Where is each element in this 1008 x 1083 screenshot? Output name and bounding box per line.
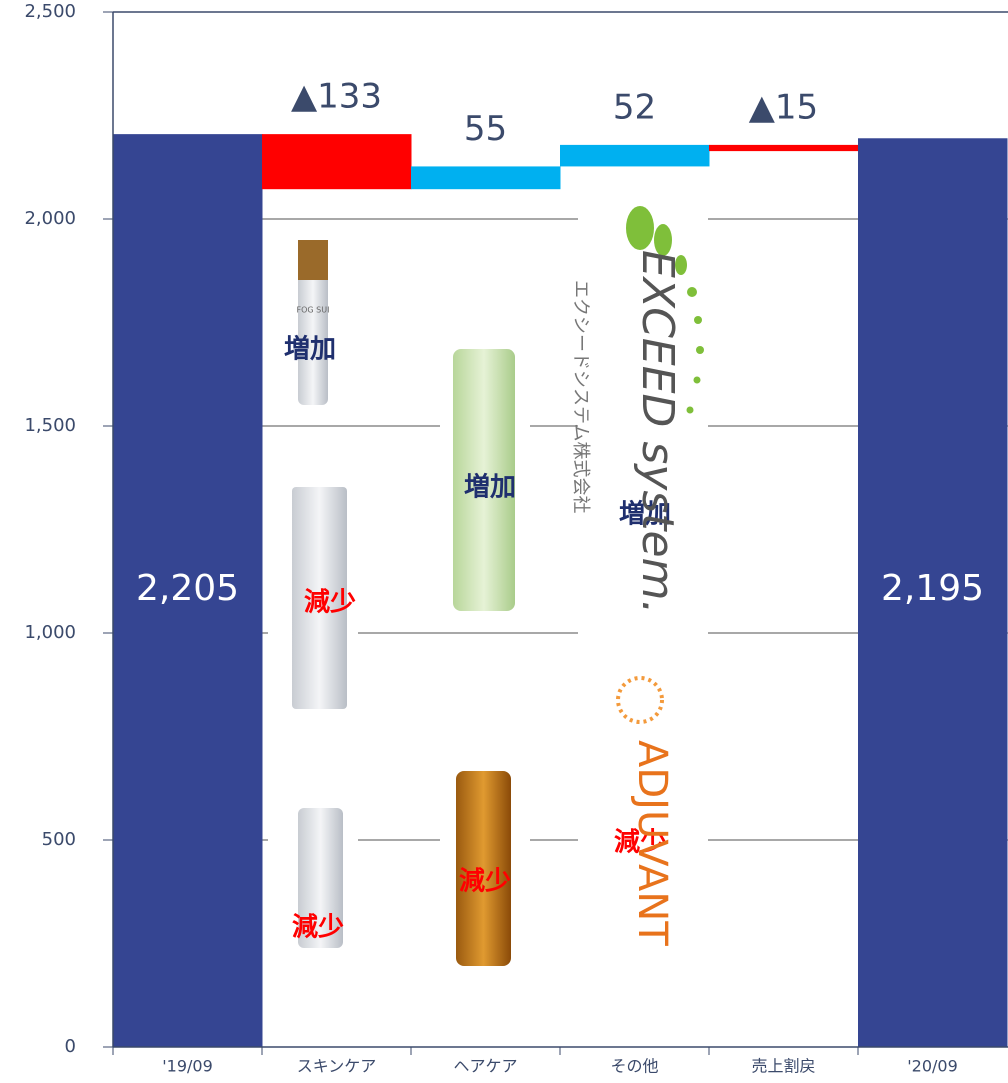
value-label: 55 bbox=[464, 109, 507, 149]
value-label: ▲15 bbox=[749, 87, 818, 127]
bottle bbox=[456, 771, 511, 966]
image-bg bbox=[578, 195, 708, 975]
bar bbox=[560, 144, 710, 167]
value-label: 2,205 bbox=[136, 568, 239, 609]
x-tick-label: スキンケア bbox=[297, 1057, 377, 1076]
y-tick-label: 0 bbox=[65, 1036, 76, 1057]
x-tick-label: その他 bbox=[610, 1057, 658, 1076]
y-tick-label: 2,000 bbox=[24, 208, 76, 229]
annotation: EXCEED system. bbox=[632, 250, 683, 614]
value-label: ▲133 bbox=[291, 77, 382, 117]
annotation: 減少 bbox=[304, 588, 356, 618]
y-tick-label: 1,000 bbox=[24, 622, 76, 643]
logo-dots bbox=[626, 206, 704, 414]
annotation: エクシードシステム株式会社 bbox=[570, 280, 591, 513]
logo-sun bbox=[616, 676, 664, 724]
annotation: 減少 bbox=[459, 867, 511, 897]
bar bbox=[411, 166, 561, 190]
bar bbox=[858, 138, 1008, 1047]
annotation: FOG SUI bbox=[297, 306, 330, 315]
bottle-cap bbox=[298, 240, 328, 280]
x-tick-label: ヘアケア bbox=[453, 1057, 517, 1076]
bar bbox=[709, 144, 859, 152]
annotation: 減少 bbox=[614, 828, 666, 858]
annotation: 増加 bbox=[464, 473, 516, 503]
bottle bbox=[453, 349, 515, 611]
bar bbox=[113, 134, 263, 1047]
bottle bbox=[298, 808, 343, 948]
y-tick-label: 500 bbox=[42, 829, 76, 850]
annotation: 増加 bbox=[284, 335, 336, 365]
annotation: 減少 bbox=[292, 913, 344, 943]
x-tick-label: '20/09 bbox=[907, 1057, 958, 1076]
value-label: 2,195 bbox=[881, 568, 984, 609]
y-tick-label: 1,500 bbox=[24, 415, 76, 436]
x-tick-label: 売上割戻 bbox=[751, 1057, 815, 1076]
annotation: ADJUVANT bbox=[629, 740, 675, 946]
bar bbox=[262, 134, 412, 190]
bottle bbox=[292, 487, 347, 709]
value-label: 52 bbox=[613, 87, 656, 127]
product-images bbox=[268, 195, 708, 975]
y-tick-label: 2,500 bbox=[24, 1, 76, 22]
x-tick-label: '19/09 bbox=[162, 1057, 213, 1076]
annotation: 増加 bbox=[619, 500, 671, 530]
bottle bbox=[298, 240, 328, 405]
